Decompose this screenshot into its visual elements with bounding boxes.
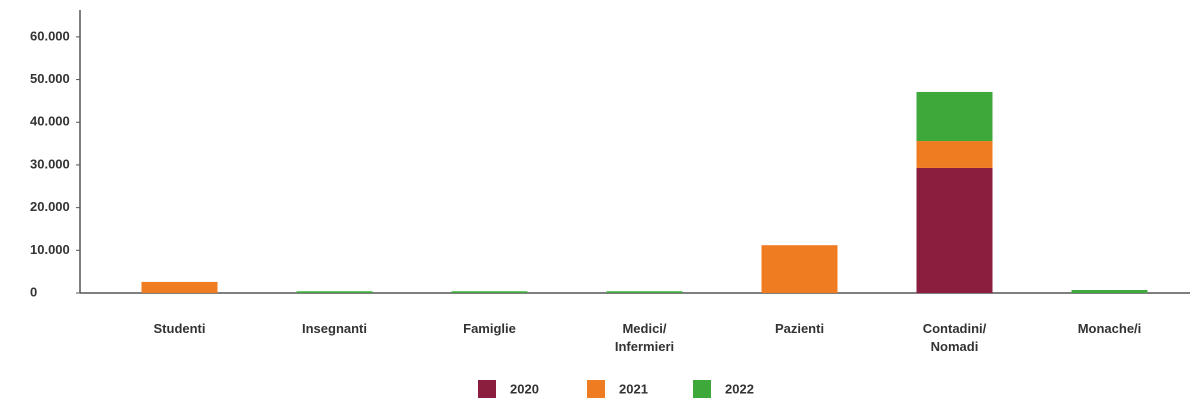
bar-segment [916,167,993,293]
bar-segment [916,91,993,142]
legend-label: 2021 [619,381,648,396]
legend-label: 2020 [510,381,539,396]
bar-segment [1071,290,1148,293]
x-tick-label: Monache/i [1077,321,1142,336]
x-tick-label: Insegnanti [301,321,367,336]
y-tick-label: 40.000 [30,114,70,129]
legend-swatch [693,380,711,398]
bar-segment [606,291,683,293]
x-tick-label: Pazienti [774,321,825,336]
x-tick-label: Contadini/ Nomadi [922,321,987,354]
bar-segment [761,245,838,293]
y-tick-label: 60.000 [30,28,70,43]
y-tick-label: 30.000 [30,156,70,171]
bar-segment [916,141,993,168]
bar-segment [141,281,218,293]
x-tick-label: Medici/ Infermieri [614,321,675,354]
legend-swatch [587,380,605,398]
y-tick-label: 50.000 [30,71,70,86]
y-tick-label: 0 [30,284,37,299]
x-tick-label: Famiglie [463,321,516,336]
x-tick-label: Studenti [153,321,206,336]
bar-segment [451,291,528,293]
y-tick-label: 20.000 [30,199,70,214]
legend-label: 2022 [725,381,754,396]
legend-swatch [478,380,496,398]
bar-segment [296,291,373,293]
y-tick-label: 10.000 [30,242,70,257]
